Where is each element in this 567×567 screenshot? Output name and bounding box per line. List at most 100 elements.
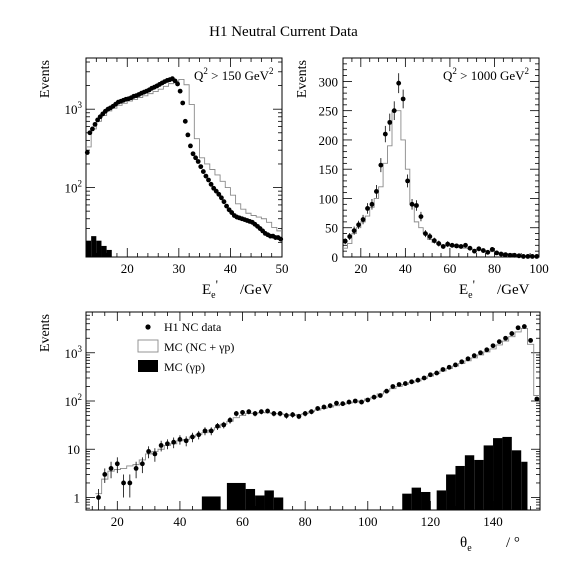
page-title: H1 Neutral Current Data <box>209 24 358 40</box>
x-axis-label: Ee'/GeV <box>202 277 273 301</box>
gp-bar <box>411 487 422 510</box>
data-point <box>489 246 495 252</box>
data-point <box>202 428 208 434</box>
data-point <box>494 250 500 256</box>
x-tick-label: 100 <box>529 261 549 276</box>
data-point <box>521 324 527 329</box>
data-point <box>378 162 384 168</box>
plot-frame <box>85 57 283 258</box>
x-tick-label: 80 <box>299 514 312 529</box>
y-tick-label: 102 <box>65 392 83 409</box>
data-point <box>396 80 402 86</box>
data-point <box>346 399 352 405</box>
data-point <box>203 173 209 179</box>
gp-bar <box>106 249 112 257</box>
gp-bar <box>502 436 512 510</box>
data-point <box>227 417 233 423</box>
data-point <box>224 203 229 209</box>
y-tick-label: 200 <box>319 133 339 148</box>
q2-annotation: Q2 > 1000 GeV2 <box>443 66 529 83</box>
data-point <box>158 443 164 448</box>
data-point <box>509 331 515 336</box>
legend-dot-icon <box>145 324 151 330</box>
data-point <box>213 188 219 194</box>
x-tick-label: 20 <box>121 261 134 276</box>
data-point <box>453 362 458 368</box>
chart-tr: 20 40 60 80 100 0 50 100 150 200 250 300 Events Ee'/G… <box>295 57 549 301</box>
gp-bar <box>91 236 97 257</box>
data-point <box>521 254 526 259</box>
data-point <box>428 372 433 378</box>
data-point <box>382 131 388 137</box>
data-point <box>374 189 379 194</box>
data-point <box>96 495 101 500</box>
data-point <box>165 441 170 447</box>
data-point <box>402 381 408 386</box>
gp-bar <box>273 497 284 510</box>
data-point <box>121 480 126 486</box>
data-point <box>423 231 428 236</box>
data-point <box>340 401 346 407</box>
data-point <box>480 248 486 253</box>
data-point <box>180 100 186 106</box>
data-point <box>215 423 220 429</box>
x-tick-label: 30 <box>172 261 185 276</box>
data-point <box>84 150 90 155</box>
data-point <box>139 461 145 467</box>
data-point <box>208 428 214 434</box>
gp-bar <box>402 493 412 510</box>
data-point <box>265 408 270 414</box>
chart-bottom: 20 40 60 80 100 120 140 1 10 102 103 Events θe / ° H1 … <box>38 311 541 554</box>
data-point <box>200 169 206 174</box>
gp-bar <box>264 490 274 510</box>
data-point <box>283 413 289 418</box>
data-point <box>445 241 451 247</box>
gp-bar <box>245 488 256 510</box>
data-point <box>315 406 321 411</box>
data-point <box>87 130 93 136</box>
data-point <box>278 236 284 242</box>
data-point <box>190 434 195 440</box>
data-point <box>431 238 437 244</box>
mc-histogram-line <box>86 78 282 232</box>
data-point <box>188 143 193 149</box>
data-point <box>458 244 464 249</box>
data-point <box>216 191 222 197</box>
data-point <box>472 248 477 254</box>
data-point <box>352 398 358 404</box>
gp-bar <box>101 245 107 257</box>
data-point <box>454 243 459 249</box>
y-tick-label: 150 <box>319 162 339 177</box>
data-point <box>175 81 180 87</box>
data-point <box>405 178 410 184</box>
gp-bar <box>511 450 522 510</box>
data-point <box>371 394 377 400</box>
data-point <box>507 252 513 258</box>
data-point <box>490 343 496 349</box>
data-point <box>409 379 415 385</box>
data-point <box>471 353 477 359</box>
data-point <box>185 132 191 138</box>
y-tick-label: 102 <box>65 179 83 196</box>
data-point <box>365 206 370 211</box>
gp-bar <box>436 490 447 510</box>
plot-frame <box>85 311 541 511</box>
y-tick-label: 100 <box>319 191 339 206</box>
data-point <box>190 151 196 157</box>
gp-bar <box>483 445 494 510</box>
data-point <box>206 177 211 183</box>
data-point <box>233 411 239 416</box>
data-point <box>218 195 224 201</box>
gp-bar <box>446 474 456 510</box>
data-point <box>384 388 389 394</box>
data-point <box>152 451 158 457</box>
data-point <box>446 364 452 370</box>
y-tick-label: 300 <box>319 74 339 89</box>
gp-bar <box>455 465 465 510</box>
data-point <box>391 108 397 114</box>
data-point <box>296 413 302 419</box>
data-point <box>390 384 396 389</box>
data-point <box>421 375 427 381</box>
data-point <box>396 382 402 387</box>
